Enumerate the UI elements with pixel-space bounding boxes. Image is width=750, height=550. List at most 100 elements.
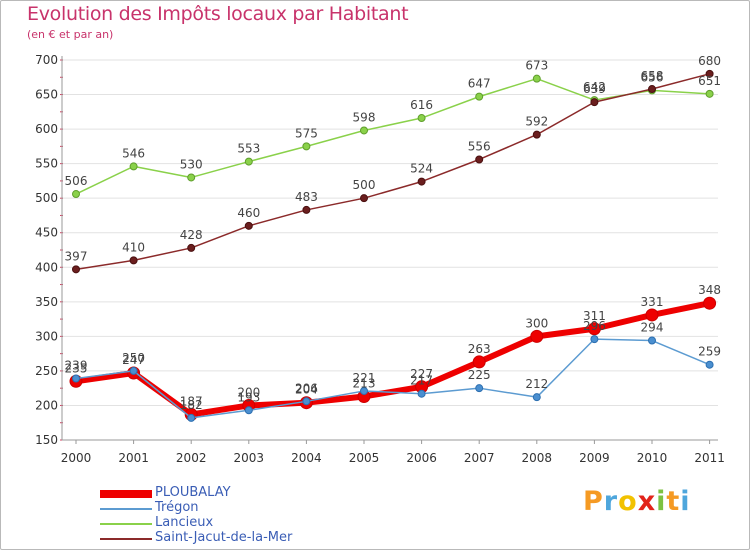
data-point-saint-jacut-de-la-mer [705, 69, 714, 78]
legend-swatch [100, 508, 152, 510]
data-point-tr-gon [532, 393, 541, 402]
y-tick-label: 200 [35, 398, 58, 412]
x-tick-label: 2003 [234, 451, 265, 465]
data-label-ploubalay: 311 [583, 309, 606, 323]
data-label-tr-gon: 212 [525, 377, 548, 391]
data-point-ploubalay [530, 329, 544, 343]
data-point-tr-gon [475, 384, 484, 393]
data-point-saint-jacut-de-la-mer [244, 221, 253, 230]
x-tick-label: 2001 [118, 451, 149, 465]
y-tick-label: 700 [35, 53, 58, 67]
data-label-lancieux: 642 [583, 80, 606, 94]
y-tick-label: 250 [35, 364, 58, 378]
data-label-ploubalay: 200 [237, 385, 260, 399]
data-point-lancieux [705, 89, 714, 98]
legend-label: PLOUBALAY [155, 485, 231, 500]
data-point-saint-jacut-de-la-mer [187, 243, 196, 252]
data-label-lancieux: 673 [525, 59, 548, 73]
data-label-saint-jacut-de-la-mer: 524 [410, 162, 433, 176]
legend-swatch [100, 538, 152, 540]
chart-subtitle: (en € et par an) [27, 28, 114, 41]
data-point-tr-gon [187, 413, 196, 422]
data-point-saint-jacut-de-la-mer [417, 177, 426, 186]
series-line-tr-gon [75, 338, 711, 419]
data-point-saint-jacut-de-la-mer [590, 98, 599, 107]
logo-letter: r [603, 486, 619, 517]
y-tick-label: 500 [35, 191, 58, 205]
x-tick-label: 2011 [694, 451, 725, 465]
data-label-lancieux: 598 [353, 110, 376, 124]
y-tick-label: 550 [35, 157, 58, 171]
data-point-lancieux [532, 74, 541, 83]
data-point-saint-jacut-de-la-mer [72, 265, 80, 274]
y-tick-label: 350 [35, 295, 58, 309]
series-line-lancieux [75, 77, 711, 195]
legend-label: Lancieux [155, 515, 214, 530]
x-tick-label: 2004 [291, 451, 322, 465]
data-label-tr-gon: 259 [698, 345, 721, 359]
data-label-ploubalay: 348 [698, 283, 721, 297]
data-label-ploubalay: 187 [180, 394, 203, 408]
data-label-saint-jacut-de-la-mer: 556 [468, 139, 491, 153]
data-label-lancieux: 575 [295, 126, 318, 140]
x-tick-label: 2009 [579, 451, 610, 465]
legend-swatch [100, 490, 152, 498]
data-point-saint-jacut-de-la-mer [648, 85, 656, 94]
logo-letter: x [637, 486, 657, 517]
data-point-lancieux [187, 173, 196, 182]
data-point-tr-gon [72, 374, 80, 383]
x-tick-label: 2010 [637, 451, 668, 465]
data-label-saint-jacut-de-la-mer: 410 [122, 240, 145, 254]
data-point-tr-gon [302, 397, 311, 406]
data-label-tr-gon: 294 [641, 321, 664, 335]
data-label-lancieux: 506 [65, 174, 88, 188]
data-label-saint-jacut-de-la-mer: 592 [525, 115, 548, 129]
x-tick-label: 2000 [61, 451, 92, 465]
data-label-ploubalay: 263 [468, 342, 491, 356]
data-point-saint-jacut-de-la-mer [475, 155, 484, 164]
data-label-ploubalay: 235 [65, 361, 88, 375]
data-label-tr-gon: 193 [237, 390, 260, 404]
y-tick-label: 300 [35, 329, 58, 343]
y-tick-label: 600 [35, 122, 58, 136]
data-label-ploubalay: 300 [525, 316, 548, 330]
y-tick-label: 400 [35, 260, 58, 274]
data-point-tr-gon [244, 406, 253, 415]
data-point-ploubalay [703, 296, 717, 310]
legend-swatch [100, 523, 152, 525]
data-point-lancieux [360, 126, 368, 135]
data-label-lancieux: 546 [122, 146, 145, 160]
logo-letter: o [618, 486, 638, 517]
chart-title: Evolution des Impôts locaux par Habitant [27, 3, 409, 25]
series-line-ploubalay [73, 300, 713, 418]
data-label-saint-jacut-de-la-mer: 500 [353, 178, 376, 192]
logo-letter: i [656, 486, 667, 517]
data-point-saint-jacut-de-la-mer [532, 130, 541, 139]
data-point-lancieux [129, 162, 138, 171]
x-tick-label: 2002 [176, 451, 207, 465]
data-label-saint-jacut-de-la-mer: 460 [237, 206, 260, 220]
data-label-tr-gon: 221 [353, 371, 376, 385]
data-point-tr-gon [129, 366, 138, 375]
series-line-saint-jacut-de-la-mer [75, 73, 711, 271]
data-label-lancieux: 616 [410, 98, 433, 112]
data-point-saint-jacut-de-la-mer [360, 194, 368, 203]
data-point-saint-jacut-de-la-mer [302, 205, 311, 214]
data-label-tr-gon: 296 [583, 319, 606, 333]
data-label-lancieux: 530 [180, 157, 203, 171]
data-point-tr-gon [360, 386, 368, 395]
data-point-ploubalay [645, 308, 659, 322]
data-label-tr-gon: 206 [295, 381, 318, 395]
data-label-ploubalay: 204 [295, 383, 318, 397]
data-point-lancieux [302, 142, 311, 151]
data-label-saint-jacut-de-la-mer: 680 [698, 54, 721, 68]
data-label-lancieux: 647 [468, 77, 491, 91]
data-label-tr-gon: 182 [180, 398, 203, 412]
logo-letter: i [680, 486, 691, 517]
logo-letter: t [666, 486, 681, 517]
data-point-ploubalay [587, 322, 601, 336]
y-tick-label: 650 [35, 88, 58, 102]
data-label-tr-gon: 250 [122, 351, 145, 365]
data-point-lancieux [72, 190, 80, 199]
